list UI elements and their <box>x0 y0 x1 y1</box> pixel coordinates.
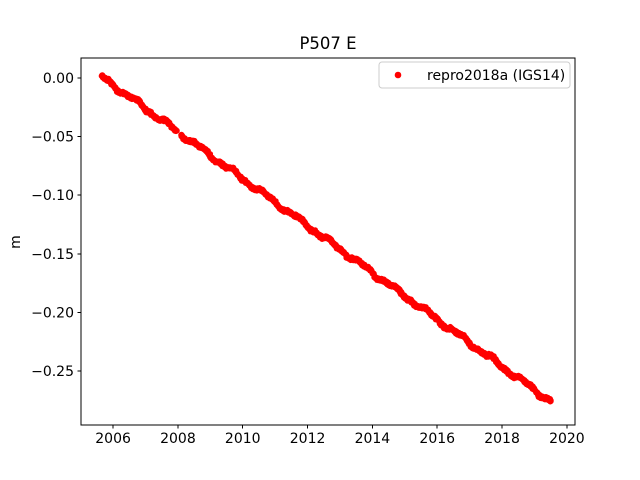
chart-title: P507 E <box>299 34 356 53</box>
x-axis: 2006 2008 2010 2012 2014 2016 2018 2020 <box>95 425 585 447</box>
y-tick-label: 0.00 <box>43 71 74 87</box>
x-tick-label: 2006 <box>95 431 131 447</box>
y-axis: 0.00 −0.05 −0.10 −0.15 −0.20 −0.25 <box>31 71 81 380</box>
data-point <box>548 398 554 405</box>
y-tick-label: −0.10 <box>31 188 74 204</box>
x-tick-label: 2008 <box>160 431 196 447</box>
y-tick-label: −0.20 <box>31 305 74 321</box>
x-tick-label: 2012 <box>290 431 326 447</box>
legend-marker-dot-icon <box>394 71 402 79</box>
y-axis-label: m <box>8 235 24 249</box>
y-tick-label: −0.25 <box>31 364 74 380</box>
legend-box <box>378 61 571 89</box>
scatter-series <box>98 72 554 405</box>
y-tick-label: −0.05 <box>31 130 74 146</box>
data-point <box>174 127 180 134</box>
x-tick-label: 2014 <box>355 431 391 447</box>
plot-area-frame <box>80 57 576 426</box>
legend-label: repro2018a (IGS14) <box>427 68 565 84</box>
x-tick-label: 2016 <box>419 431 455 447</box>
x-tick-label: 2018 <box>484 431 520 447</box>
x-tick-label: 2020 <box>549 431 585 447</box>
x-tick-label: 2010 <box>225 431 261 447</box>
y-tick-label: −0.15 <box>31 247 74 263</box>
legend: repro2018a (IGS14) <box>378 61 571 89</box>
